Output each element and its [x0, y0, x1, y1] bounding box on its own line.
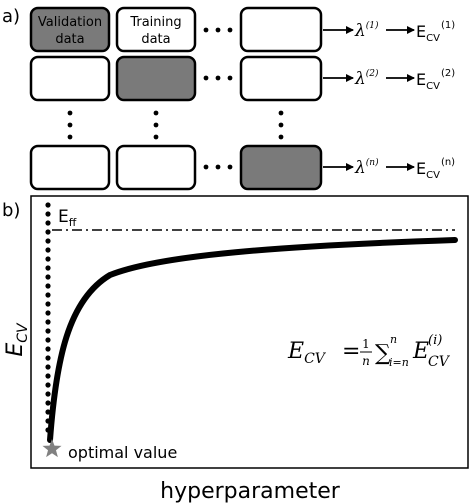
validation-label-line2: data [55, 32, 84, 47]
fold-box-validation [239, 144, 323, 191]
y-axis-label: ECV [3, 322, 31, 357]
vertical-ellipsis [67, 110, 284, 140]
fold-box-validation [115, 55, 197, 102]
ellipsis-dots [203, 164, 233, 170]
dot [45, 247, 51, 253]
fold-box [115, 144, 197, 191]
dot [45, 211, 51, 217]
formula-term-sup: (i) [428, 333, 442, 348]
dot [45, 256, 51, 262]
dot [45, 391, 51, 397]
formula-sum-sup: n [390, 333, 397, 346]
optimal-value-label: optimal value [68, 443, 177, 462]
formula-equals: = [342, 339, 360, 364]
formula-frac-den: n [362, 354, 370, 368]
panel-a-label: a) [2, 6, 20, 27]
fold-row-2: λ(2) ECV(2) [29, 55, 455, 102]
validation-label-line1: Validation [38, 15, 102, 30]
formula-term-sub: CV [428, 354, 451, 370]
optimal-value-star [42, 439, 62, 458]
dot [45, 355, 51, 361]
fold-box [29, 55, 111, 102]
fold-box-training [115, 6, 197, 53]
fold-box-validation [29, 6, 111, 53]
training-label-line2: data [141, 32, 170, 47]
asymptote-label: Eff [58, 207, 77, 229]
dot [45, 400, 51, 406]
formula-sum: ∑ [375, 341, 391, 366]
fold-row-1: Validation data Training data λ(1) ECV(1… [29, 6, 455, 53]
lambda-1: λ(1) [354, 20, 379, 41]
x-axis-label: hyperparameter [160, 479, 341, 504]
dot [45, 346, 51, 352]
lambda-2: λ(2) [354, 68, 379, 89]
fold-box [239, 6, 323, 53]
dot [45, 382, 51, 388]
dot [45, 364, 51, 370]
fold-box [29, 144, 111, 191]
dotted-vertical-line [45, 202, 51, 433]
dot [45, 274, 51, 280]
plot-frame [30, 195, 469, 469]
e-cv-1: ECV(1) [416, 20, 455, 44]
formula-term: E [412, 339, 429, 364]
dot [45, 202, 51, 208]
panel-b-label: b) [2, 200, 20, 221]
formula-frac-num: 1 [362, 337, 370, 351]
dot [45, 310, 51, 316]
lambda-n: λ(n) [354, 157, 379, 178]
error-curve [47, 237, 458, 443]
dot [45, 409, 51, 415]
ellipsis-dots [203, 75, 233, 81]
dot [45, 265, 51, 271]
cv-formula: ECV = 1 n ∑ n i=n E (i) CV [287, 333, 451, 370]
ellipsis-dots [203, 27, 233, 33]
dot [45, 238, 51, 244]
dot [45, 328, 51, 334]
formula-lhs: ECV [287, 339, 327, 367]
e-cv-n: ECV(n) [416, 157, 455, 181]
formula-sum-sub: i=n [389, 356, 409, 369]
dot [45, 283, 51, 289]
e-cv-2: ECV(2) [416, 68, 455, 92]
training-label-line1: Training [129, 15, 181, 30]
dot [45, 319, 51, 325]
dot [45, 229, 51, 235]
fold-box [239, 55, 323, 102]
fold-row-n: λ(n) ECV(n) [29, 144, 455, 191]
dot [45, 337, 51, 343]
dot [45, 301, 51, 307]
dot [45, 292, 51, 298]
dot [45, 373, 51, 379]
dot [45, 220, 51, 226]
